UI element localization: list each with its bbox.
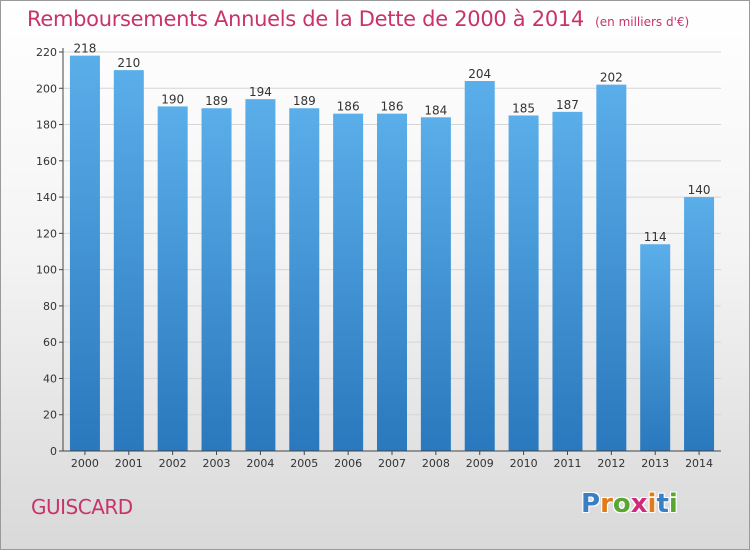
y-tick-label: 80 [43, 300, 57, 313]
bar [508, 115, 539, 452]
bar-value-label: 114 [644, 230, 667, 244]
bar-value-label: 189 [205, 94, 228, 108]
bar-value-label: 194 [249, 85, 272, 99]
bar [552, 111, 583, 451]
x-tick-label: 2012 [597, 457, 625, 470]
bar-value-label: 187 [556, 98, 579, 112]
x-tick-label: 2000 [71, 457, 99, 470]
bar-value-label: 184 [424, 103, 447, 117]
bar [684, 197, 715, 451]
logo-letter: r [600, 489, 613, 519]
chart-title: Remboursements Annuels de la Dette de 20… [27, 7, 689, 31]
x-tick-label: 2010 [510, 457, 538, 470]
y-tick-label: 180 [36, 119, 57, 132]
logo-letter: x [630, 489, 648, 519]
bar-value-label: 186 [381, 100, 404, 114]
logo-letter: o [612, 489, 631, 519]
bar-value-label: 186 [337, 100, 360, 114]
bar-value-label: 185 [512, 101, 535, 115]
logo-letter: t [656, 489, 669, 519]
y-tick-label: 220 [36, 46, 57, 59]
x-tick-label: 2004 [246, 457, 274, 470]
x-tick-label: 2002 [159, 457, 187, 470]
x-tick-label: 2013 [641, 457, 669, 470]
chart-unit-text: (en milliers d'€) [595, 15, 690, 29]
bar [596, 84, 627, 452]
y-tick-label: 60 [43, 336, 57, 349]
chart-title-text: Remboursements Annuels de la Dette de 20… [27, 7, 584, 31]
y-tick-label: 100 [36, 264, 57, 277]
y-tick-label: 0 [50, 445, 57, 458]
bar [420, 117, 451, 452]
bar [377, 113, 407, 451]
bar-value-label: 218 [73, 42, 96, 56]
x-tick-label: 2006 [334, 457, 362, 470]
bar-value-label: 190 [161, 92, 184, 106]
bar [201, 108, 232, 452]
bar [333, 113, 364, 451]
x-tick-label: 2007 [378, 457, 406, 470]
bar-value-label: 202 [600, 71, 623, 85]
commune-name: GUISCARD [31, 495, 133, 519]
x-tick-label: 2005 [290, 457, 318, 470]
bar [640, 244, 671, 451]
x-tick-label: 2014 [685, 457, 713, 470]
logo-letter: i [668, 489, 678, 519]
bar-value-label: 140 [688, 183, 711, 197]
logo-letter: P [581, 489, 601, 519]
bar-value-label: 210 [117, 56, 140, 70]
x-tick-label: 2008 [422, 457, 450, 470]
bar [245, 99, 276, 452]
bar [289, 108, 320, 452]
bar [113, 70, 144, 452]
y-tick-label: 120 [36, 227, 57, 240]
y-tick-label: 140 [36, 191, 57, 204]
bar [464, 81, 495, 451]
bar [69, 55, 100, 452]
bar-value-label: 204 [468, 67, 491, 81]
x-tick-label: 2001 [115, 457, 143, 470]
y-tick-label: 200 [36, 82, 57, 95]
y-tick-label: 40 [43, 372, 57, 385]
x-tick-label: 2009 [466, 457, 494, 470]
bar-value-label: 189 [293, 94, 316, 108]
proxiti-logo: Proxiti [581, 489, 678, 519]
x-tick-label: 2011 [553, 457, 581, 470]
x-tick-label: 2003 [203, 457, 231, 470]
bar [157, 106, 188, 451]
logo-letter: i [647, 489, 657, 519]
y-tick-label: 160 [36, 155, 57, 168]
y-tick-label: 20 [43, 409, 57, 422]
